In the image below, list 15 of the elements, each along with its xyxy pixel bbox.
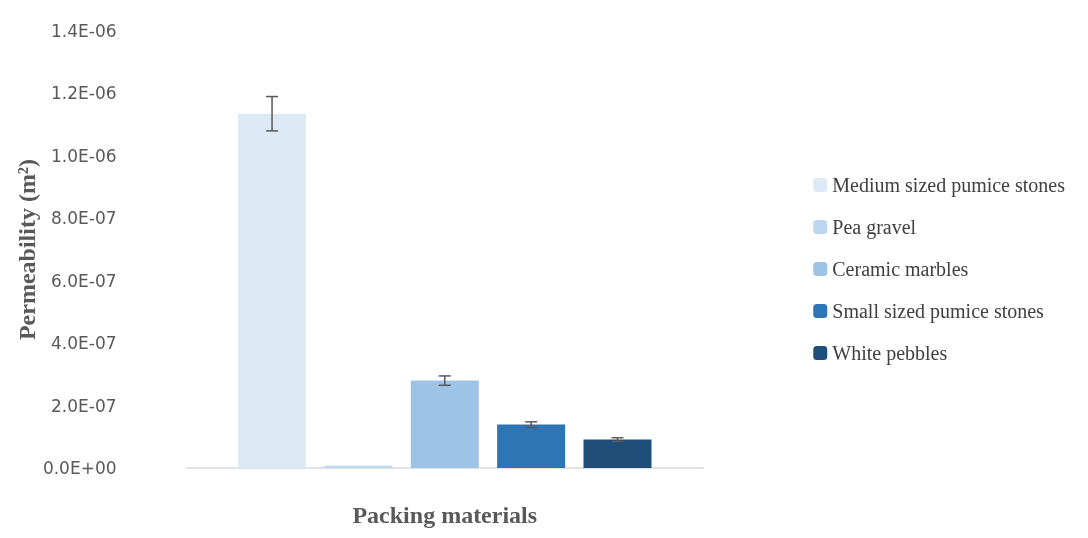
y-tick-label: 0.0E+00 (42, 458, 117, 478)
y-tick-label: 6.0E-07 (51, 270, 117, 291)
y-tick-label: 4.0E-07 (51, 333, 117, 354)
legend-label: Medium sized pumice stones (832, 174, 1066, 197)
y-tick-label: 1.4E-06 (51, 21, 117, 41)
y-tick-label: 1.0E-06 (51, 145, 117, 166)
legend-label: Ceramic marbles (832, 258, 969, 280)
legend-label: Small sized pumice stones (832, 300, 1045, 323)
x-axis-title: Packing materials (352, 502, 538, 528)
y-tick-label: 8.0E-07 (51, 208, 117, 229)
y-tick-label: 2.0E-07 (51, 395, 117, 416)
y-tick-label: 1.2E-06 (51, 83, 117, 104)
y-axis-title: Permeability (m²) (14, 158, 40, 341)
legend-label: White pebbles (832, 342, 948, 365)
legend-label: Pea gravel (832, 216, 917, 239)
